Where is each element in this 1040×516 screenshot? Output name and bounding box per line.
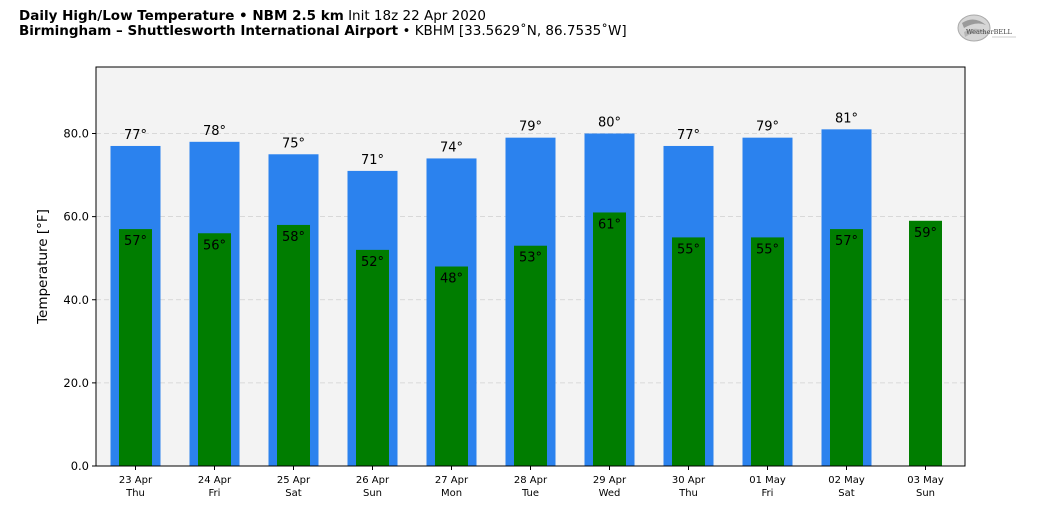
high-value-label: 78° (203, 124, 226, 139)
high-value-label: 80° (598, 116, 621, 131)
high-value-label: 71° (361, 153, 384, 168)
x-tick-day: Sun (363, 488, 382, 499)
y-tick-label: 0.0 (71, 459, 89, 473)
init-time: Init 18z 22 Apr 2020 (348, 8, 486, 24)
station-coords: • KBHM [33.5629˚N, 86.7535˚W] (402, 23, 627, 39)
y-tick-label: 40.0 (63, 293, 89, 307)
bars (110, 129, 942, 466)
low-bar (277, 224, 310, 466)
x-tick-day: Tue (521, 488, 539, 499)
x-tick-date: 24 Apr (198, 475, 232, 486)
low-value-label: 52° (361, 255, 384, 270)
x-tick-date: 27 Apr (435, 475, 469, 486)
x-tick-date: 23 Apr (119, 475, 153, 486)
low-value-label: 57° (124, 234, 147, 249)
low-value-label: 57° (835, 234, 858, 249)
low-bar (119, 229, 152, 466)
high-value-label: 81° (835, 111, 858, 126)
location-line: Birmingham – Shuttlesworth International… (19, 24, 627, 39)
low-value-label: 59° (914, 226, 937, 241)
low-value-label: 55° (677, 242, 700, 257)
x-tick-day: Fri (209, 488, 221, 499)
chart-title-block: Daily High/Low Temperature • NBM 2.5 km … (19, 9, 627, 39)
y-tick-label: 60.0 (63, 210, 89, 224)
y-axis-label: Temperature [°F] (35, 209, 51, 325)
x-tick-date: 01 May (749, 475, 786, 486)
x-tick-day: Sat (838, 488, 854, 499)
x-tick-day: Sat (285, 488, 301, 499)
x-tick-date: 28 Apr (514, 475, 548, 486)
low-bar (435, 266, 468, 466)
logo-text: WeatherBELL (966, 28, 1012, 36)
low-value-label: 55° (756, 242, 779, 257)
low-bar (909, 220, 942, 466)
x-tick-day: Wed (599, 488, 621, 499)
x-tick-day: Thu (125, 488, 145, 499)
station-name: Birmingham – Shuttlesworth International… (19, 23, 399, 39)
x-axis: 23 Apr Thu 24 Apr Fri 25 Apr Sat 26 Apr Sun 27 A… (119, 466, 944, 499)
high-value-label: 74° (440, 140, 463, 155)
low-bar (830, 229, 863, 466)
x-tick-date: 30 Apr (672, 475, 706, 486)
x-tick-date: 29 Apr (593, 475, 627, 486)
y-tick-label: 80.0 (63, 127, 89, 141)
high-value-label: 77° (677, 128, 700, 143)
low-bar (514, 245, 547, 466)
x-tick-day: Fri (762, 488, 774, 499)
chart-title: Daily High/Low Temperature • NBM 2.5 km (19, 8, 344, 24)
low-bar (198, 233, 231, 466)
high-value-label: 77° (124, 128, 147, 143)
low-value-label: 53° (519, 251, 542, 266)
x-tick-day: Mon (441, 488, 462, 499)
data-labels: 77° 57° 78° 56° 75° 58° 71° 52° 74° 48° 79° 53° 80° 6… (124, 111, 937, 286)
x-tick-date: 02 May (828, 475, 865, 486)
low-value-label: 61° (598, 217, 621, 232)
weatherbell-logo: WeatherBELL (956, 13, 1018, 49)
chart-title-line: Daily High/Low Temperature • NBM 2.5 km … (19, 9, 627, 24)
x-tick-day: Sun (916, 488, 935, 499)
low-value-label: 56° (203, 238, 226, 253)
high-value-label: 79° (756, 120, 779, 135)
low-bar (672, 237, 705, 466)
x-tick-date: 03 May (907, 475, 944, 486)
low-value-label: 48° (440, 272, 463, 287)
x-tick-date: 26 Apr (356, 475, 390, 486)
low-bar (751, 237, 784, 466)
low-value-label: 58° (282, 230, 305, 245)
high-value-label: 79° (519, 120, 542, 135)
x-tick-day: Thu (678, 488, 698, 499)
low-bar (593, 212, 626, 466)
y-tick-label: 20.0 (63, 376, 89, 390)
high-value-label: 75° (282, 136, 305, 151)
low-bar (356, 249, 389, 466)
y-axis: 0.0 20.0 40.0 60.0 80.0 (63, 127, 96, 473)
x-tick-date: 25 Apr (277, 475, 311, 486)
